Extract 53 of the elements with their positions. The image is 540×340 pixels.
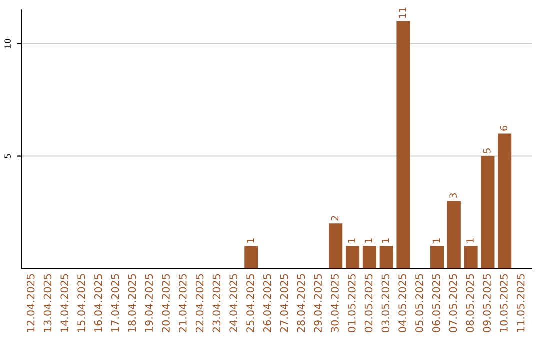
x-tick-label: 12.04.2025 xyxy=(26,274,35,332)
data-label: 1 xyxy=(382,238,390,243)
x-tick-label: 05.05.2025 xyxy=(416,274,424,332)
x-tick-label: 08.05.2025 xyxy=(466,274,474,332)
x-tick-label: 19.04.2025 xyxy=(145,274,154,332)
x-tick-label: 04.05.2025 xyxy=(398,274,407,332)
x-tick-label: 07.05.2025 xyxy=(449,274,458,332)
x-tick-label: 16.04.2025 xyxy=(94,274,102,332)
data-label: 5 xyxy=(484,148,491,154)
x-tick-label: 13.04.2025 xyxy=(44,274,52,332)
bar xyxy=(329,224,343,269)
bar xyxy=(362,246,376,269)
data-label: 6 xyxy=(500,126,508,131)
bar xyxy=(498,134,512,269)
bar xyxy=(481,156,495,269)
x-tick-label: 22.04.2025 xyxy=(196,274,204,332)
data-label: 1 xyxy=(432,238,440,243)
x-tick-label: 26.04.2025 xyxy=(263,274,272,332)
data-label: 1 xyxy=(466,238,474,243)
x-tick-label: 29.04.2025 xyxy=(314,274,322,332)
data-label: 2 xyxy=(331,216,339,221)
x-tick-label: 03.05.2025 xyxy=(382,274,390,332)
bar xyxy=(430,246,444,269)
x-tick-label: 18.04.2025 xyxy=(128,274,136,332)
x-tick-label: 20.04.2025 xyxy=(162,274,170,332)
x-tick-label: 30.04.2025 xyxy=(331,274,339,332)
y-tick-label: 10 xyxy=(4,39,11,48)
x-tick-label: 17.04.2025 xyxy=(111,274,120,332)
data-label: 1 xyxy=(247,238,254,243)
bar xyxy=(447,201,461,269)
bar xyxy=(464,246,478,269)
bar xyxy=(396,21,410,269)
bar xyxy=(244,246,258,269)
x-tick-label: 10.05.2025 xyxy=(500,274,508,332)
data-label: 3 xyxy=(450,194,457,198)
x-tick-label: 27.04.2025 xyxy=(280,274,288,332)
bar xyxy=(380,246,394,269)
x-tick-label: 23.04.2025 xyxy=(212,274,221,332)
x-tick-label: 01.05.2025 xyxy=(348,274,356,332)
bar xyxy=(346,246,360,269)
x-tick-label: 15.04.2025 xyxy=(78,274,86,332)
x-tick-label: 11.05.2025 xyxy=(516,274,525,332)
x-tick-label: 06.05.2025 xyxy=(432,274,440,332)
x-tick-label: 09.05.2025 xyxy=(483,274,491,332)
x-tick-label: 02.05.2025 xyxy=(364,274,373,332)
data-label: 1 xyxy=(348,238,356,243)
data-label: 1 xyxy=(365,238,372,243)
data-label: 11 xyxy=(399,8,406,18)
x-tick-label: 24.04.2025 xyxy=(230,274,238,332)
x-tick-label: 28.04.2025 xyxy=(297,274,306,332)
x-tick-label: 14.04.2025 xyxy=(60,274,69,332)
x-tick-label: 25.04.2025 xyxy=(246,274,254,332)
x-tick-label: 21.04.2025 xyxy=(178,274,187,332)
